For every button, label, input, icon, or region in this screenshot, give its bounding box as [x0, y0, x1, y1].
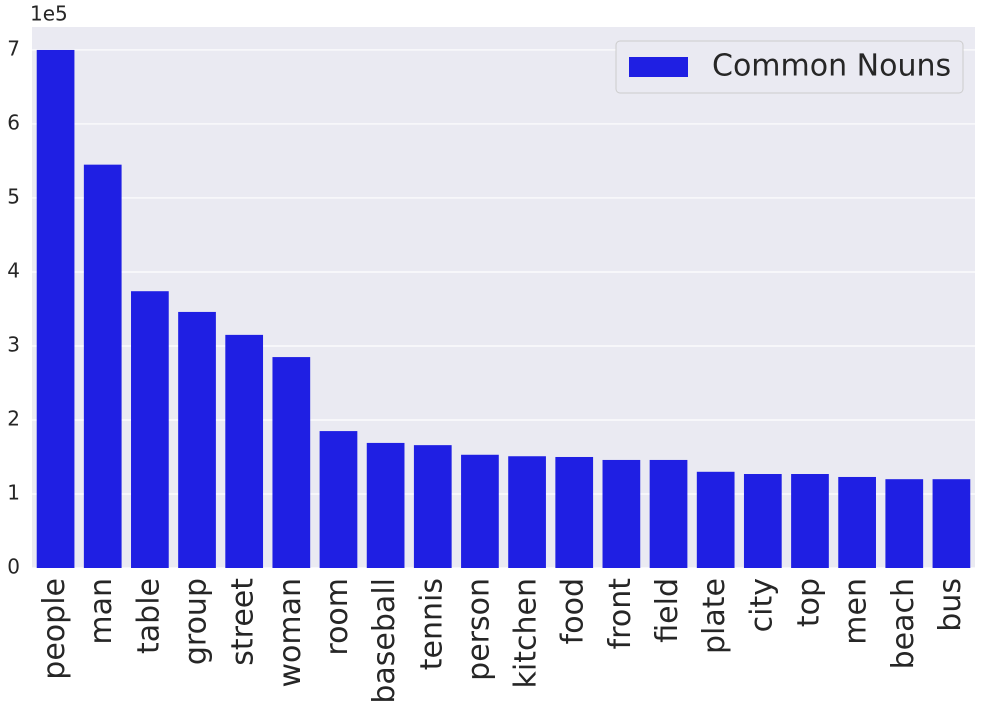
- x-tick-label: plate: [697, 578, 732, 654]
- y-tick-label: 4: [7, 258, 20, 282]
- x-tick-label: room: [320, 578, 355, 656]
- bar: [272, 357, 311, 568]
- x-tick-label: front: [603, 578, 638, 650]
- x-tick-label: baseball: [367, 578, 402, 704]
- bar: [602, 459, 641, 568]
- x-tick-label: street: [226, 578, 261, 666]
- bar: [508, 456, 546, 568]
- y-tick-label: 5: [7, 184, 20, 208]
- bar: [131, 291, 169, 568]
- x-tick-label: table: [131, 578, 166, 654]
- bar: [225, 334, 264, 568]
- x-tick-label: people: [37, 578, 72, 680]
- x-tick-label: group: [179, 578, 214, 665]
- bar: [649, 459, 688, 568]
- y-tick-label: 3: [7, 332, 20, 356]
- bar: [743, 474, 782, 568]
- bar: [555, 456, 594, 568]
- x-tick-label: city: [744, 578, 779, 632]
- bar: [36, 49, 75, 568]
- bar: [932, 479, 971, 568]
- x-tick-label: man: [84, 578, 119, 645]
- offset-label: 1e5: [30, 2, 68, 26]
- bar: [696, 471, 735, 568]
- legend-label: Common Nouns: [712, 49, 951, 84]
- x-tick-label: men: [839, 578, 874, 645]
- x-tick-label: tennis: [414, 578, 449, 670]
- bar: [791, 474, 829, 568]
- x-tick-label: woman: [273, 578, 308, 688]
- y-tick-label: 7: [7, 36, 20, 60]
- x-tick-label: field: [650, 578, 685, 643]
- bar: [178, 311, 216, 568]
- x-tick-label: bus: [933, 578, 968, 632]
- bar: [413, 445, 452, 568]
- legend-swatch: [629, 57, 688, 77]
- y-tick-label: 0: [7, 555, 20, 579]
- x-tick-label: kitchen: [509, 578, 544, 688]
- x-tick-label: person: [461, 578, 496, 681]
- y-tick-label: 2: [7, 406, 20, 430]
- bar: [885, 479, 924, 568]
- bar: [83, 164, 122, 568]
- legend-box: [615, 40, 964, 94]
- bar: [319, 431, 358, 568]
- bar: [366, 442, 405, 568]
- y-tick-label: 6: [7, 110, 20, 134]
- bar: [461, 454, 499, 568]
- x-tick-label: beach: [886, 578, 921, 669]
- x-tick-label: food: [556, 578, 591, 644]
- bar: [838, 476, 876, 568]
- plot-area: [32, 27, 975, 568]
- x-tick-label: top: [791, 578, 826, 627]
- y-tick-label: 1: [7, 480, 20, 504]
